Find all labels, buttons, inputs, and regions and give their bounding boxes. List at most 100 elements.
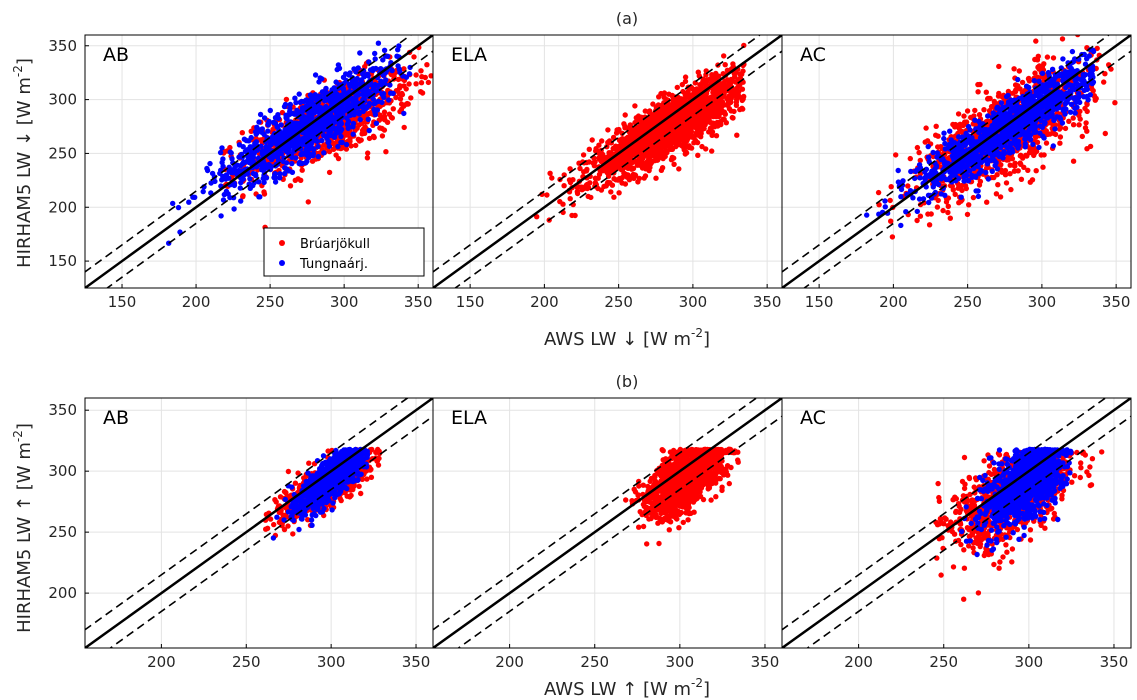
data-point <box>373 120 380 127</box>
data-point <box>711 88 717 94</box>
data-point <box>728 99 734 105</box>
data-point <box>292 95 298 101</box>
data-point <box>424 61 430 68</box>
data-point <box>629 134 636 140</box>
data-point <box>228 150 234 156</box>
data-point <box>739 86 746 92</box>
data-point <box>598 158 604 165</box>
data-point <box>408 95 414 101</box>
data-point <box>668 141 674 147</box>
data-point <box>952 191 958 198</box>
data-point <box>425 79 432 86</box>
data-point <box>985 96 991 102</box>
data-point <box>1070 158 1077 164</box>
data-point <box>727 81 734 87</box>
data-point <box>681 147 687 153</box>
data-point <box>271 137 277 143</box>
data-point <box>655 102 662 108</box>
figure-a-ylabel-main: HIRHAM5 LW <box>14 152 35 268</box>
data-point <box>330 126 336 132</box>
data-point <box>696 101 703 108</box>
data-point <box>610 145 617 152</box>
data-point <box>254 130 260 136</box>
data-point <box>291 120 297 127</box>
data-point <box>534 214 540 220</box>
figure-a-ylabel-unit: [W m <box>14 77 35 125</box>
data-point <box>258 143 264 149</box>
data-point <box>366 102 372 109</box>
one-to-one-line <box>85 35 433 288</box>
data-point <box>272 179 279 185</box>
data-point <box>305 199 311 205</box>
data-point <box>348 143 354 149</box>
data-point <box>602 167 608 173</box>
data-point <box>1018 176 1025 182</box>
data-point <box>401 110 407 117</box>
data-point <box>711 106 717 112</box>
data-point <box>399 90 405 97</box>
data-point <box>317 75 323 81</box>
figure-b-xlabel-close: ] <box>703 679 710 700</box>
data-point <box>547 170 553 176</box>
data-point <box>248 128 254 134</box>
data-point <box>740 68 746 74</box>
data-point <box>595 185 601 192</box>
data-point <box>278 150 284 157</box>
data-point <box>888 218 894 224</box>
data-point <box>270 126 276 133</box>
data-point <box>728 88 734 95</box>
data-point <box>282 101 289 108</box>
data-point <box>413 72 419 78</box>
data-point <box>305 131 311 137</box>
data-point <box>557 198 563 205</box>
data-point <box>305 98 311 105</box>
data-point <box>976 112 983 118</box>
data-point <box>405 101 411 107</box>
data-point <box>283 148 289 154</box>
data-point <box>664 124 671 131</box>
data-point <box>648 160 655 166</box>
data-point <box>907 155 913 162</box>
data-point <box>297 99 303 106</box>
data-point <box>964 108 971 114</box>
data-point <box>695 152 701 158</box>
data-point <box>293 155 299 161</box>
data-point <box>646 155 652 161</box>
data-point <box>935 197 941 204</box>
data-point <box>246 159 252 166</box>
x-tick-label: 300 <box>330 293 359 311</box>
data-point <box>735 84 741 91</box>
data-point <box>248 144 255 150</box>
data-point <box>947 215 953 221</box>
data-point <box>390 90 396 97</box>
data-point <box>629 166 635 172</box>
data-point <box>231 206 237 212</box>
data-point <box>277 171 283 177</box>
data-point <box>223 176 229 182</box>
data-point <box>943 199 950 205</box>
data-point <box>1002 167 1009 174</box>
data-point <box>592 180 599 186</box>
data-point <box>387 82 393 88</box>
data-point <box>289 160 295 167</box>
data-point <box>253 139 260 145</box>
data-point <box>381 47 388 53</box>
data-point <box>306 112 312 118</box>
data-point <box>343 141 350 148</box>
data-point <box>577 165 583 172</box>
y-tick-label: 250 <box>48 144 77 162</box>
data-point <box>1044 54 1051 60</box>
data-point <box>916 149 922 156</box>
data-point <box>229 156 235 162</box>
data-point <box>265 128 271 134</box>
data-point <box>993 191 1000 197</box>
data-point <box>664 140 670 146</box>
data-point <box>1002 172 1009 178</box>
data-point <box>701 101 707 107</box>
data-point <box>972 107 978 114</box>
data-point <box>248 134 254 141</box>
data-point <box>372 56 378 62</box>
data-point <box>378 66 384 72</box>
data-point <box>411 54 417 60</box>
